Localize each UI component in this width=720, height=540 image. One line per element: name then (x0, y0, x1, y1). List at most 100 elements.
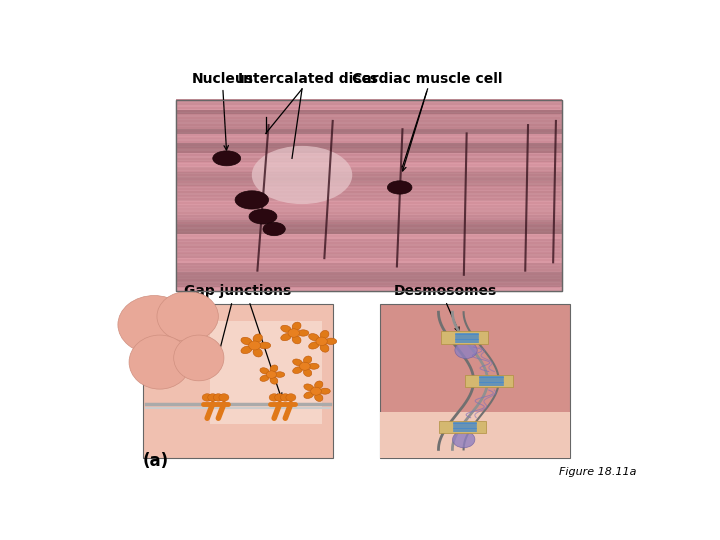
Bar (176, 281, 562, 287)
Ellipse shape (253, 348, 262, 357)
Ellipse shape (315, 381, 323, 389)
Ellipse shape (292, 359, 302, 366)
Ellipse shape (303, 356, 312, 364)
Ellipse shape (260, 368, 269, 374)
Bar (210, 321, 322, 424)
Text: Desmosomes: Desmosomes (394, 284, 497, 298)
Ellipse shape (308, 363, 319, 369)
Bar (176, 286, 562, 292)
Ellipse shape (263, 222, 285, 235)
Bar (176, 247, 562, 253)
Ellipse shape (253, 334, 262, 343)
Ellipse shape (320, 344, 329, 352)
Bar (176, 276, 562, 282)
Ellipse shape (281, 325, 291, 333)
Ellipse shape (309, 342, 319, 349)
Ellipse shape (241, 338, 252, 345)
Ellipse shape (157, 292, 218, 341)
Bar (176, 219, 562, 225)
Bar (176, 100, 562, 292)
Ellipse shape (241, 346, 252, 354)
Bar (465, 375, 513, 387)
Bar (176, 166, 562, 172)
Ellipse shape (270, 365, 278, 372)
Bar (176, 161, 562, 167)
Circle shape (219, 394, 229, 401)
Circle shape (202, 394, 212, 401)
Ellipse shape (249, 209, 277, 224)
Bar (176, 123, 562, 129)
Ellipse shape (304, 384, 314, 390)
Bar (380, 411, 570, 458)
Bar (176, 238, 562, 244)
Bar (143, 304, 333, 458)
Ellipse shape (129, 335, 191, 389)
Ellipse shape (315, 394, 323, 401)
Circle shape (310, 387, 321, 395)
Bar (176, 257, 562, 263)
Bar (176, 205, 562, 210)
Bar (176, 113, 562, 119)
Circle shape (300, 362, 310, 370)
Ellipse shape (304, 392, 314, 399)
Bar (176, 262, 562, 267)
Bar (176, 143, 562, 148)
Ellipse shape (275, 372, 284, 377)
Ellipse shape (320, 330, 329, 339)
Bar (176, 157, 562, 163)
Ellipse shape (252, 146, 352, 204)
Bar (176, 180, 562, 186)
Ellipse shape (270, 377, 278, 384)
Bar (176, 128, 562, 133)
Text: Nucleus: Nucleus (192, 72, 254, 85)
Bar (176, 267, 562, 272)
Circle shape (269, 394, 279, 401)
Circle shape (275, 394, 284, 401)
Circle shape (280, 394, 290, 401)
Bar (176, 190, 562, 196)
Text: Cardiac muscle cell: Cardiac muscle cell (352, 72, 503, 85)
Bar (176, 210, 562, 215)
Bar (176, 133, 562, 138)
Ellipse shape (174, 335, 224, 381)
Bar (176, 228, 562, 234)
Ellipse shape (309, 334, 319, 341)
Bar (176, 214, 562, 220)
Bar (176, 243, 562, 248)
Ellipse shape (118, 295, 191, 354)
Text: Figure 18.11a: Figure 18.11a (559, 467, 637, 477)
Bar (176, 104, 562, 110)
Ellipse shape (292, 367, 302, 374)
Bar (441, 332, 488, 344)
Ellipse shape (235, 191, 269, 209)
Circle shape (248, 341, 261, 350)
Bar (176, 118, 562, 124)
Text: Gap junctions: Gap junctions (184, 284, 292, 298)
Bar (438, 421, 486, 433)
Ellipse shape (260, 375, 269, 381)
Circle shape (213, 394, 223, 401)
Bar (176, 185, 562, 191)
Bar (176, 233, 562, 239)
Ellipse shape (281, 334, 291, 341)
Circle shape (288, 329, 300, 338)
Bar (176, 109, 562, 114)
Text: Intercalated discs: Intercalated discs (238, 72, 377, 85)
Bar (176, 147, 562, 153)
Bar (176, 138, 562, 143)
Bar (176, 100, 562, 292)
Circle shape (286, 394, 296, 401)
Circle shape (208, 394, 217, 401)
Ellipse shape (325, 338, 337, 345)
Ellipse shape (292, 335, 301, 344)
Bar (176, 176, 562, 181)
Ellipse shape (258, 342, 271, 349)
Bar (176, 152, 562, 158)
Ellipse shape (387, 181, 412, 194)
Bar (176, 252, 562, 258)
Circle shape (266, 371, 276, 379)
Ellipse shape (292, 322, 301, 330)
Ellipse shape (297, 330, 309, 336)
Circle shape (316, 337, 328, 346)
Bar (176, 171, 562, 177)
